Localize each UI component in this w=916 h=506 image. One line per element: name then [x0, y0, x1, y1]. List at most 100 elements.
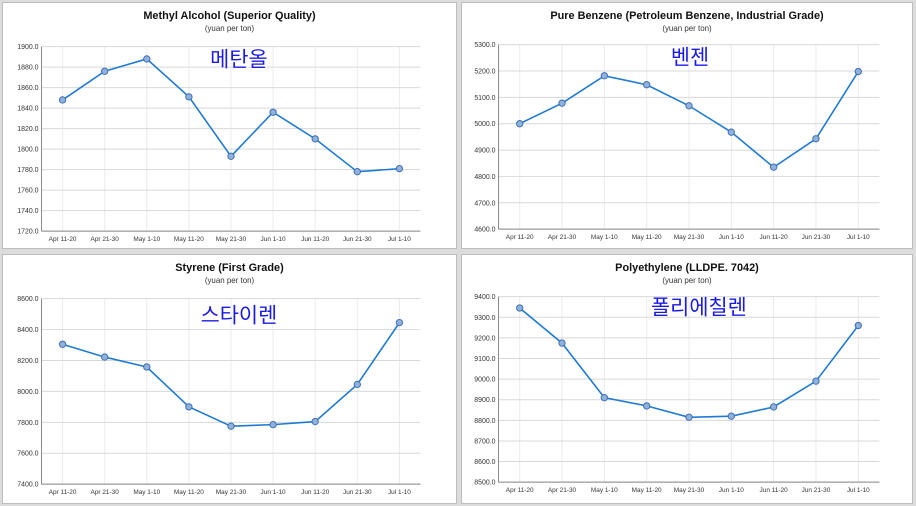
x-tick-label: May 1-10 — [133, 236, 160, 243]
chart-panel-polyethylene: Polyethylene (LLDPE. 7042) (yuan per ton)… — [461, 254, 913, 504]
chart-title: Pure Benzene (Petroleum Benzene, Industr… — [550, 10, 824, 22]
y-tick-label: 8900.0 — [474, 397, 495, 404]
data-point — [227, 422, 235, 430]
x-tick-label: Apr 21-30 — [91, 489, 120, 496]
x-tick-label: Jun 1-10 — [261, 489, 286, 496]
data-point — [269, 420, 277, 429]
data-point — [227, 152, 235, 160]
x-tick-label: Jun 21-30 — [343, 236, 372, 243]
x-tick-label: May 1-10 — [591, 487, 618, 494]
data-point — [185, 93, 193, 101]
y-tick-label: 5100.0 — [474, 95, 495, 102]
x-tick-label: May 1-10 — [133, 489, 160, 496]
data-point — [854, 321, 862, 330]
y-tick-label: 8600.0 — [17, 296, 38, 303]
x-tick-label: Apr 11-20 — [49, 489, 77, 496]
x-tick-label: Jun 1-10 — [261, 236, 286, 243]
y-tick-label: 9000.0 — [474, 377, 495, 384]
data-point — [516, 120, 524, 128]
data-point — [353, 168, 361, 176]
x-tick-label: May 11-20 — [174, 236, 204, 243]
y-tick-label: 8500.0 — [474, 480, 495, 487]
y-tick-label: 1880.0 — [17, 65, 38, 72]
y-tick-label: 7800.0 — [17, 420, 38, 427]
y-tick-label: 4900.0 — [474, 148, 495, 155]
data-point — [558, 99, 566, 107]
x-tick-label: Apr 11-20 — [506, 487, 534, 494]
x-tick-label: Jun 11-20 — [760, 487, 789, 494]
data-point — [642, 402, 651, 410]
data-point — [353, 380, 361, 389]
chart-subtitle: (yuan per ton) — [205, 24, 255, 33]
data-point — [812, 135, 820, 143]
y-tick-label: 9200.0 — [474, 335, 495, 342]
x-tick-label: Jun 21-30 — [343, 489, 372, 496]
x-tick-label: Jun 1-10 — [719, 487, 744, 494]
data-point — [395, 318, 404, 327]
x-tick-label: Apr 21-30 — [548, 487, 577, 494]
data-point — [58, 340, 67, 348]
y-tick-label: 7600.0 — [17, 451, 38, 458]
x-tick-label: May 21-30 — [674, 487, 705, 494]
chart-panel-pure-benzene: Pure Benzene (Petroleum Benzene, Industr… — [461, 2, 913, 249]
chart-subtitle: (yuan per ton) — [662, 276, 712, 285]
chart-subtitle: (yuan per ton) — [205, 276, 255, 285]
data-point — [769, 403, 778, 411]
chart-svg-methyl-alcohol: Methyl Alcohol (Superior Quality) (yuan p… — [17, 10, 421, 243]
x-tick-label: Jun 11-20 — [301, 489, 330, 496]
chart-svg-styrene: Styrene (First Grade) (yuan per ton) 7400.… — [17, 262, 421, 496]
data-point — [269, 108, 277, 116]
y-tick-label: 1840.0 — [17, 106, 38, 113]
x-tick-label: Jun 1-10 — [719, 234, 744, 241]
x-tick-label: May 11-20 — [174, 489, 204, 496]
y-tick-label: 9100.0 — [474, 356, 495, 363]
y-tick-label: 8400.0 — [17, 327, 38, 334]
data-point — [558, 339, 566, 347]
korean-label: 메탄올 — [210, 47, 267, 71]
x-tick-label: Jun 11-20 — [301, 236, 330, 243]
x-tick-label: Jul 1-10 — [847, 487, 870, 494]
data-point — [185, 403, 193, 411]
x-tick-label: Apr 11-20 — [506, 234, 534, 241]
data-point — [854, 67, 862, 76]
x-tick-label: Jun 21-30 — [802, 234, 831, 241]
chart-panel-styrene: Styrene (First Grade) (yuan per ton) 7400.… — [2, 254, 457, 504]
y-tick-label: 1780.0 — [17, 167, 38, 174]
y-tick-label: 5200.0 — [474, 68, 495, 75]
y-tick-label: 1900.0 — [17, 44, 38, 51]
x-tick-label: May 11-20 — [632, 234, 662, 241]
data-point — [600, 72, 609, 80]
x-tick-label: May 21-30 — [216, 489, 247, 496]
data-point — [395, 164, 404, 173]
korean-label: 스타이렌 — [201, 303, 278, 327]
x-tick-label: May 11-20 — [632, 487, 662, 494]
y-tick-label: 4600.0 — [474, 227, 495, 234]
data-point — [769, 163, 778, 171]
chart-svg-polyethylene: Polyethylene (LLDPE. 7042) (yuan per ton)… — [474, 262, 880, 494]
y-tick-label: 8700.0 — [474, 438, 495, 445]
data-point — [642, 81, 651, 89]
data-point — [600, 393, 609, 402]
y-tick-label: 8200.0 — [17, 358, 38, 365]
x-tick-label: May 1-10 — [591, 234, 618, 241]
data-point — [516, 304, 524, 312]
x-tick-label: Jun 11-20 — [760, 234, 789, 241]
x-tick-label: Jun 21-30 — [802, 487, 831, 494]
x-tick-label: May 21-30 — [216, 236, 247, 243]
chart-subtitle: (yuan per ton) — [662, 24, 712, 33]
x-tick-label: Apr 11-20 — [49, 236, 77, 243]
y-tick-label: 5000.0 — [474, 121, 495, 128]
chart-title: Polyethylene (LLDPE. 7042) — [615, 262, 759, 274]
data-point — [727, 412, 735, 420]
y-tick-label: 1800.0 — [17, 147, 38, 154]
y-tick-label: 8000.0 — [17, 389, 38, 396]
y-tick-label: 9300.0 — [474, 315, 495, 322]
x-tick-label: Apr 21-30 — [548, 234, 577, 241]
y-tick-label: 1740.0 — [17, 208, 38, 215]
chart-title: Methyl Alcohol (Superior Quality) — [143, 10, 316, 22]
data-point — [812, 377, 820, 385]
x-tick-label: Jul 1-10 — [388, 489, 411, 496]
y-tick-label: 8600.0 — [474, 459, 495, 466]
y-tick-label: 5300.0 — [474, 42, 495, 49]
chart-svg-pure-benzene: Pure Benzene (Petroleum Benzene, Industr… — [474, 10, 880, 241]
